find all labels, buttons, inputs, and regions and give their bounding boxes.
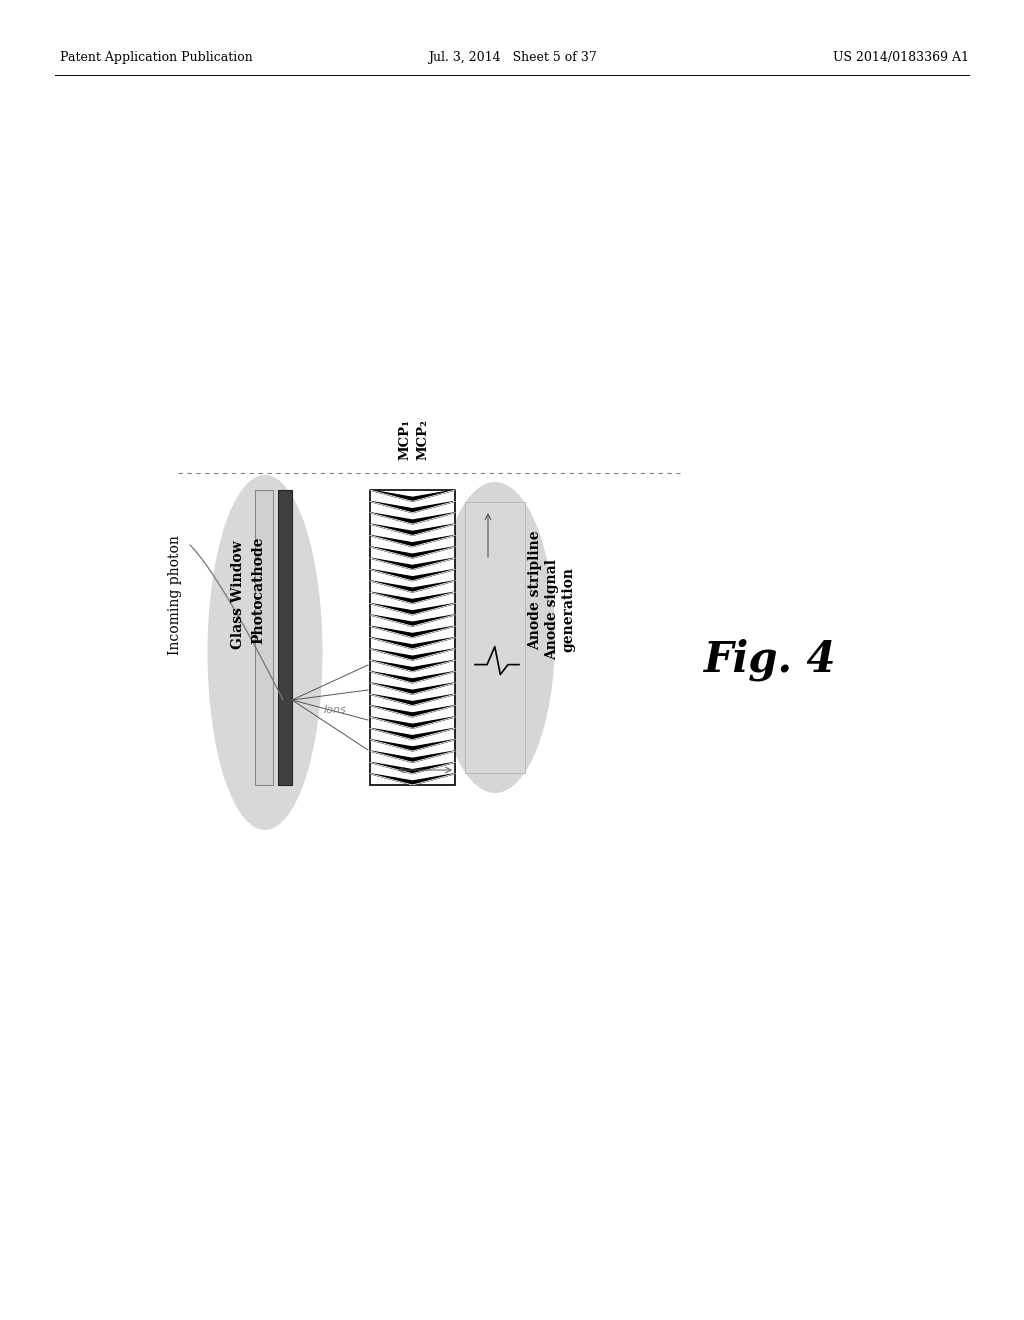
- Polygon shape: [370, 536, 455, 546]
- Text: Anode signal
generation: Anode signal generation: [545, 560, 575, 660]
- Polygon shape: [370, 524, 455, 536]
- Polygon shape: [370, 638, 455, 649]
- Polygon shape: [370, 569, 455, 581]
- Polygon shape: [370, 490, 455, 502]
- Text: Anode stripline: Anode stripline: [528, 531, 542, 649]
- Text: Incoming photon: Incoming photon: [168, 535, 182, 655]
- Polygon shape: [370, 717, 455, 729]
- Bar: [278, 490, 292, 785]
- Polygon shape: [370, 706, 455, 717]
- Text: MCP₁: MCP₁: [398, 418, 411, 459]
- Polygon shape: [370, 581, 455, 593]
- Polygon shape: [370, 774, 455, 785]
- Polygon shape: [370, 660, 455, 672]
- Polygon shape: [370, 615, 455, 626]
- Text: Photocathode: Photocathode: [251, 536, 265, 644]
- Polygon shape: [370, 729, 455, 739]
- Polygon shape: [370, 739, 455, 751]
- Polygon shape: [370, 603, 455, 615]
- Bar: [465, 502, 525, 774]
- Ellipse shape: [208, 475, 323, 830]
- Ellipse shape: [435, 482, 555, 793]
- Text: Fig. 4: Fig. 4: [703, 639, 837, 681]
- Polygon shape: [370, 751, 455, 763]
- Polygon shape: [370, 682, 455, 694]
- Polygon shape: [370, 512, 455, 524]
- Text: Patent Application Publication: Patent Application Publication: [60, 51, 253, 65]
- Text: MCP₂: MCP₂: [416, 420, 429, 459]
- Bar: [255, 490, 273, 785]
- Polygon shape: [370, 672, 455, 682]
- Polygon shape: [370, 626, 455, 638]
- Text: US 2014/0183369 A1: US 2014/0183369 A1: [833, 51, 969, 65]
- Polygon shape: [370, 593, 455, 603]
- Text: Jul. 3, 2014   Sheet 5 of 37: Jul. 3, 2014 Sheet 5 of 37: [428, 51, 596, 65]
- Polygon shape: [370, 649, 455, 660]
- Polygon shape: [370, 763, 455, 774]
- Polygon shape: [370, 502, 455, 512]
- Polygon shape: [370, 546, 455, 558]
- Polygon shape: [370, 694, 455, 706]
- Polygon shape: [370, 558, 455, 569]
- Text: Ions: Ions: [324, 705, 346, 715]
- Text: Glass Window: Glass Window: [231, 541, 245, 649]
- Bar: [370, 490, 455, 785]
